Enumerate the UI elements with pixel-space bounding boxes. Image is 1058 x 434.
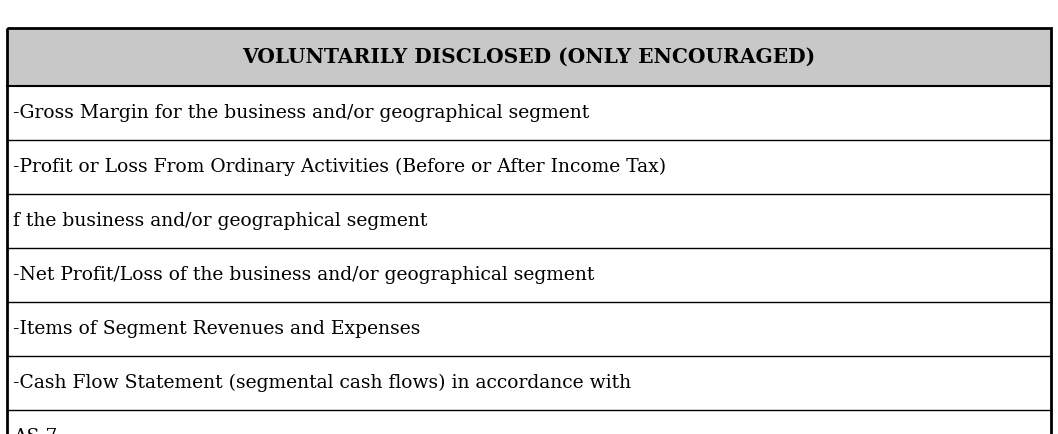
Text: -Profit or Loss From Ordinary Activities (Before or After Income Tax): -Profit or Loss From Ordinary Activities… <box>13 158 667 176</box>
Text: f the business and/or geographical segment: f the business and/or geographical segme… <box>13 212 427 230</box>
Text: -Cash Flow Statement (segmental cash flows) in accordance with: -Cash Flow Statement (segmental cash flo… <box>13 374 632 392</box>
Bar <box>7 28 1051 86</box>
Text: -Items of Segment Revenues and Expenses: -Items of Segment Revenues and Expenses <box>13 320 420 338</box>
Text: VOLUNTARILY DISCLOSED (ONLY ENCOURAGED): VOLUNTARILY DISCLOSED (ONLY ENCOURAGED) <box>242 47 816 67</box>
Bar <box>7 302 1051 356</box>
Text: AS 7: AS 7 <box>13 428 57 434</box>
Text: -Net Profit/Loss of the business and/or geographical segment: -Net Profit/Loss of the business and/or … <box>13 266 595 284</box>
Bar <box>7 194 1051 248</box>
Text: -Gross Margin for the business and/or geographical segment: -Gross Margin for the business and/or ge… <box>13 104 589 122</box>
Bar <box>7 410 1051 434</box>
Bar <box>7 86 1051 140</box>
Bar <box>7 140 1051 194</box>
Bar <box>7 356 1051 410</box>
Bar <box>7 248 1051 302</box>
